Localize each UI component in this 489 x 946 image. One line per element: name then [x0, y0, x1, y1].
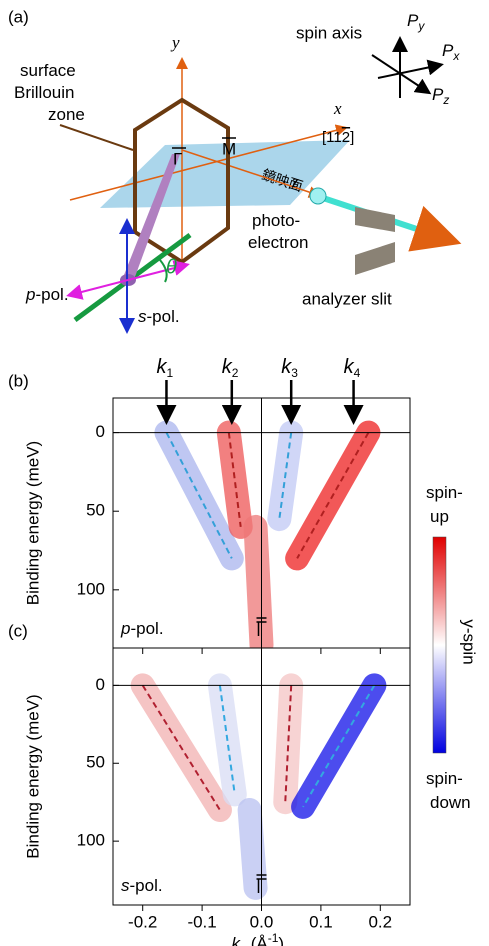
- intensity-band: [243, 514, 274, 648]
- bz-label: surface Brillouin zone: [14, 61, 85, 124]
- p-pol-arrow: [66, 279, 129, 300]
- y-tick-label: 50: [86, 501, 105, 520]
- gamma-marker: [256, 874, 267, 893]
- py-label: Py: [407, 11, 425, 33]
- dispersion-line: [141, 684, 221, 811]
- k-label: k2: [222, 356, 239, 380]
- dispersion-line: [302, 684, 376, 808]
- colorbar-bottom-label: spin-down: [426, 769, 471, 812]
- pz-label: Pz: [432, 85, 449, 107]
- x-label: x: [333, 99, 342, 118]
- pol-letter: p: [120, 619, 130, 638]
- k-letter: k: [156, 356, 167, 378]
- k-label: k3: [281, 356, 298, 380]
- x-tick-label: -0.1: [187, 912, 216, 931]
- panel-label: (c): [8, 621, 28, 640]
- y-tick-label: 50: [86, 753, 105, 772]
- diagram: (a) 鏡映面 surface Brillouin zone y x [112] z…: [8, 7, 462, 334]
- k-letter: k: [344, 356, 355, 378]
- intensity-band: [237, 797, 268, 900]
- light-beam: [122, 154, 180, 285]
- direction-label: [112]: [322, 129, 354, 146]
- gamma-label: Γ: [173, 149, 182, 168]
- y-axis-title: Binding energy (meV): [23, 441, 42, 605]
- pol-letter: s: [121, 876, 130, 895]
- colorbar-title: y-spin: [460, 619, 479, 664]
- z-axis-arrow: [181, 149, 321, 198]
- pol-annotation: p-pol.: [120, 619, 164, 638]
- dispersion-line: [227, 432, 242, 528]
- k-index: 1: [166, 366, 173, 380]
- dispersion-line: [278, 432, 293, 520]
- x-axis-arrow: [69, 124, 348, 201]
- p-pol-arrow: [127, 260, 190, 281]
- x-tick-label: -0.2: [128, 912, 157, 931]
- electron: [309, 187, 327, 205]
- pol-annotation: s-pol.: [121, 876, 163, 895]
- k-label: k1: [156, 356, 173, 380]
- xl-k: k: [232, 934, 242, 946]
- photoelectron-label: photo-electron: [248, 211, 308, 252]
- colorbar-top-label: spin-up: [426, 483, 463, 526]
- theta-label: θ: [166, 256, 177, 278]
- k-letter: k: [222, 356, 233, 378]
- y-axis-title: Binding energy (meV): [23, 694, 42, 858]
- y-tick-label: 100: [77, 831, 105, 850]
- xl-unit: (Å: [246, 934, 268, 946]
- spin-axis-label: spin axis: [296, 23, 362, 42]
- k-label: k4: [344, 356, 361, 380]
- gamma-marker: [256, 617, 267, 636]
- panel-label: (b): [8, 371, 29, 390]
- plot-area: [154, 420, 381, 648]
- y-tick-label: 0: [96, 422, 105, 441]
- k-index: 3: [291, 366, 298, 380]
- s-pol-label: s-pol.: [138, 307, 180, 326]
- slit-label: analyzer slit: [302, 289, 392, 308]
- k-letter: k: [281, 356, 292, 378]
- pz-arrow: [371, 54, 432, 95]
- xl-sub: x: [239, 942, 247, 946]
- angle-arc: [159, 259, 168, 283]
- xl-close: ): [278, 934, 284, 946]
- xl-exp: -1: [268, 931, 279, 945]
- pol-text: -pol.: [130, 619, 163, 638]
- slit-upper: [355, 207, 395, 232]
- x-axis-title: kx (Å-1): [232, 931, 285, 946]
- dispersion-line: [296, 432, 370, 559]
- z-label: z: [291, 172, 299, 191]
- k-index: 2: [232, 366, 239, 380]
- px-label: Px: [442, 41, 460, 63]
- y-tick-label: 0: [96, 675, 105, 694]
- m-label: M: [222, 139, 236, 158]
- p-pol-label: p-pol.: [25, 285, 69, 304]
- y-tick-label: 100: [77, 579, 105, 598]
- y-label: y: [170, 33, 180, 52]
- slit-lower: [355, 242, 395, 275]
- colorbar-scale: [432, 536, 447, 754]
- pointer: [59, 124, 134, 151]
- x-tick-label: 0.0: [250, 912, 274, 931]
- dispersion-line: [165, 432, 233, 559]
- x-tick-label: 0.2: [368, 912, 392, 931]
- k-index: 4: [354, 366, 361, 380]
- colorbar: spin-up y-spin spin-down: [426, 483, 479, 812]
- intensity-band: [273, 673, 304, 815]
- pol-text: -pol.: [130, 876, 163, 895]
- px-arrow: [377, 59, 444, 79]
- x-tick-label: 0.1: [309, 912, 333, 931]
- dispersion-line: [218, 685, 236, 795]
- plot-area: [130, 673, 387, 900]
- panel-label: (a): [8, 7, 29, 26]
